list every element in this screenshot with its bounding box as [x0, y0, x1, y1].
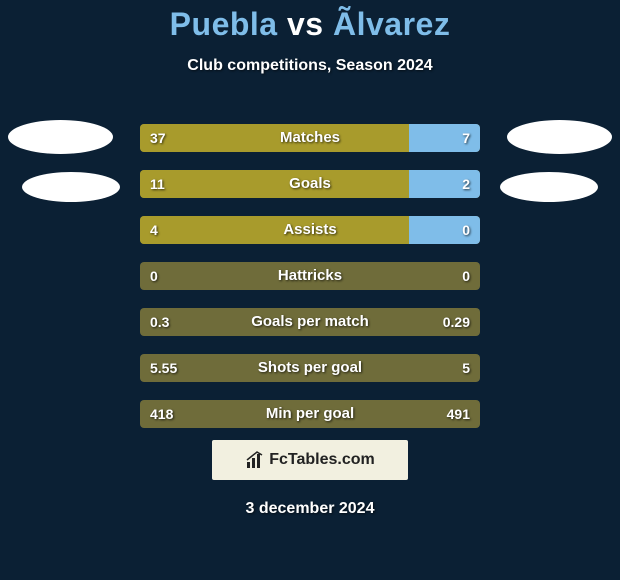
stat-row: Goals112: [140, 170, 480, 198]
stat-row: Hattricks0 0: [140, 262, 480, 290]
stat-row: Min per goal418 491: [140, 400, 480, 428]
stat-label: Hattricks: [140, 262, 480, 290]
stat-value-left: 0: [150, 262, 158, 290]
title-vs: vs: [287, 6, 324, 42]
right-logo-shape-1: [507, 120, 612, 154]
stat-bar-left: [140, 216, 409, 244]
stat-row: Shots per goal5.55 5: [140, 354, 480, 382]
stat-bar-right: [409, 124, 480, 152]
title-left: Puebla: [170, 6, 278, 42]
brand-text: FcTables.com: [269, 451, 375, 469]
page-title: Puebla vs Ãlvarez: [0, 0, 620, 43]
stat-label: Shots per goal: [140, 354, 480, 382]
stat-value-right: 0: [462, 262, 470, 290]
brand-box: FcTables.com: [212, 440, 408, 480]
stat-bar-left: [140, 170, 409, 198]
subtitle: Club competitions, Season 2024: [0, 57, 620, 75]
stat-row: Matches377: [140, 124, 480, 152]
stat-bar-right: [409, 216, 480, 244]
stat-value-left: 5.55: [150, 354, 177, 382]
stat-bars: Matches377 Goals112 Assists40 Hattricks0 0 Go…: [140, 124, 480, 446]
stat-value-left: 0.3: [150, 308, 169, 336]
stat-row: Assists40: [140, 216, 480, 244]
stat-bar-left: [140, 124, 409, 152]
stat-value-right: 491: [447, 400, 470, 428]
stat-value-left: 418: [150, 400, 173, 428]
right-logo-shape-2: [500, 172, 598, 202]
stat-row: Goals per match0.3 0.29: [140, 308, 480, 336]
footer-date: 3 december 2024: [0, 500, 620, 518]
brand-chart-icon: [245, 450, 265, 470]
stat-value-right: 0.29: [443, 308, 470, 336]
stat-value-right: 5: [462, 354, 470, 382]
stat-bar-right: [409, 170, 480, 198]
left-logo-shape-1: [8, 120, 113, 154]
stat-label: Min per goal: [140, 400, 480, 428]
comparison-card: Puebla vs Ãlvarez Club competitions, Sea…: [0, 0, 620, 580]
title-right: Ãlvarez: [333, 6, 450, 42]
left-logo-shape-2: [22, 172, 120, 202]
stat-label: Goals per match: [140, 308, 480, 336]
